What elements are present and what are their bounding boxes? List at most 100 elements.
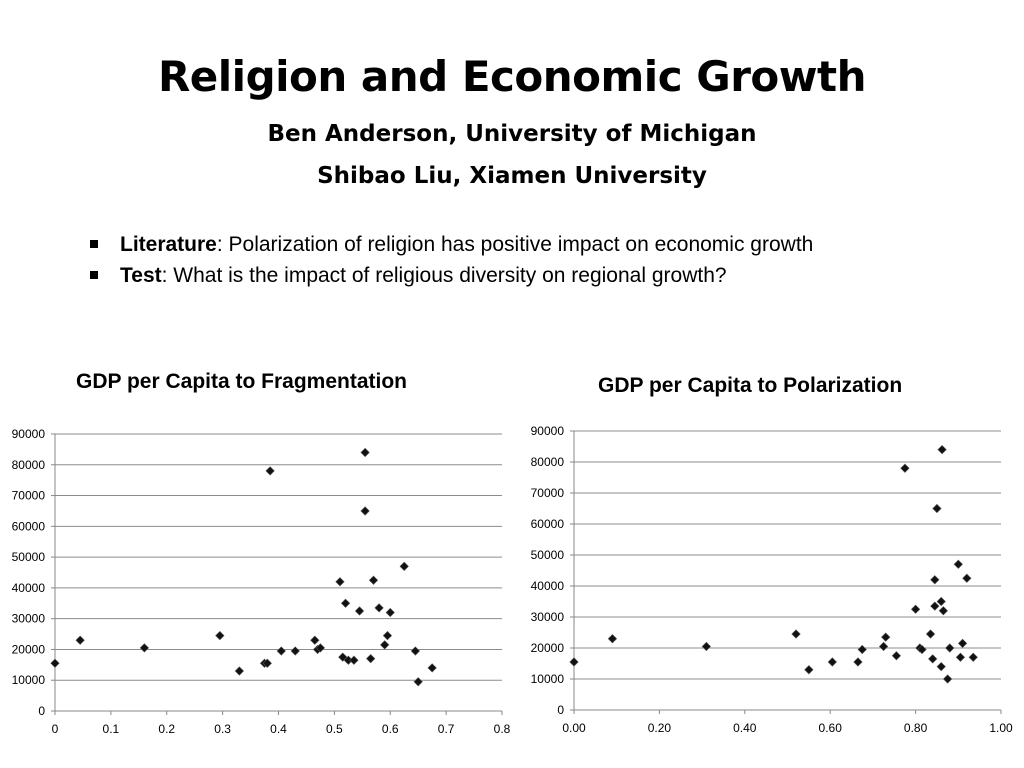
y-tick-label: 90000 [531,424,565,438]
data-point [139,643,150,653]
y-tick-label: 60000 [531,517,565,531]
data-point [315,643,326,653]
data-point [945,643,955,653]
chart-title-polarization: GDP per Capita to Polarization [598,374,903,397]
y-tick-label: 30000 [12,612,46,626]
data-point [932,503,942,514]
author-line-1: Ben Anderson, University of Michigan [267,121,757,147]
data-point [276,646,286,656]
data-point [366,654,376,664]
chart-title-fragmentation: GDP per Capita to Fragmentation [76,370,407,393]
data-point [75,635,85,645]
y-tick-label: 50000 [531,548,565,562]
x-tick-label: 0.2 [158,722,175,736]
y-tick-label: 60000 [12,519,46,533]
data-point [310,635,320,645]
data-point [360,506,370,516]
x-tick-label: 0.80 [904,721,928,735]
data-point [881,632,891,642]
data-point [385,607,395,618]
data-point [427,663,437,673]
data-point [900,463,910,473]
data-point [340,598,351,608]
data-point [917,644,927,655]
x-tick-label: 0 [52,722,59,736]
data-point [936,661,946,672]
x-tick-label: 0.00 [562,721,586,735]
bullet-literature: Literature: Polarization of religion has… [88,229,813,260]
data-point [701,641,711,652]
y-tick-label: 0 [38,704,45,718]
data-point [957,638,968,648]
data-point [943,674,953,684]
data-point [349,655,359,665]
data-point [215,630,225,641]
y-tick-label: 90000 [12,427,46,441]
data-point [891,651,902,661]
data-point [853,657,863,667]
data-point [607,634,618,644]
data-point [262,658,272,668]
data-point [878,641,889,652]
data-point [962,573,972,583]
y-tick-label: 70000 [12,489,46,503]
bullet-test: Test: What is the impact of religious di… [88,260,813,291]
x-tick-label: 1.00 [989,721,1013,735]
y-tick-label: 50000 [12,550,46,564]
y-tick-label: 40000 [531,579,565,593]
author-line-2: Shibao Liu, Xiamen University [317,163,707,189]
y-tick-label: 80000 [12,458,46,472]
x-tick-label: 0.40 [733,721,757,735]
bullet-list: Literature: Polarization of religion has… [88,229,813,291]
data-point [234,666,245,676]
data-point [804,665,814,675]
data-point [569,657,579,667]
y-tick-label: 20000 [12,642,46,656]
data-point [968,652,978,662]
data-point [265,466,275,476]
data-point [938,606,948,616]
data-point [937,444,947,455]
y-tick-label: 80000 [531,455,565,469]
data-point [380,640,390,650]
y-tick-label: 70000 [531,486,565,500]
data-point [368,575,379,585]
data-point [936,596,946,607]
data-point [354,606,365,616]
x-tick-label: 0.5 [326,722,343,736]
x-tick-label: 0.6 [382,722,399,736]
x-tick-label: 0.1 [103,722,120,736]
data-point [374,603,384,613]
slide-title: Religion and Economic Growth [157,52,867,101]
bullet-text: : What is the impact of religious divers… [161,264,727,287]
data-point [925,629,936,639]
x-tick-label: 0.4 [270,722,287,736]
x-tick-label: 0.60 [819,721,843,735]
x-tick-label: 0.8 [494,722,511,736]
data-point [953,559,963,569]
x-tick-label: 0.3 [214,722,231,736]
y-tick-label: 30000 [531,610,565,624]
bullet-label: Test [120,264,162,287]
data-point [910,604,921,614]
bullet-text: : Polarization of religion has positive … [216,233,814,256]
data-point [335,577,345,587]
data-point [382,630,393,641]
data-point [399,561,409,571]
data-point [827,657,837,667]
data-point [290,646,300,656]
x-tick-label: 0.7 [438,722,455,736]
data-point [955,652,966,662]
y-tick-label: 40000 [12,581,46,595]
data-point [50,658,60,668]
y-tick-label: 20000 [531,641,565,655]
data-point [930,575,940,585]
y-tick-label: 0 [557,703,564,717]
data-point [930,601,940,611]
x-tick-label: 0.20 [648,721,672,735]
y-tick-label: 10000 [12,673,46,687]
data-point [928,654,938,664]
data-point [410,646,421,656]
